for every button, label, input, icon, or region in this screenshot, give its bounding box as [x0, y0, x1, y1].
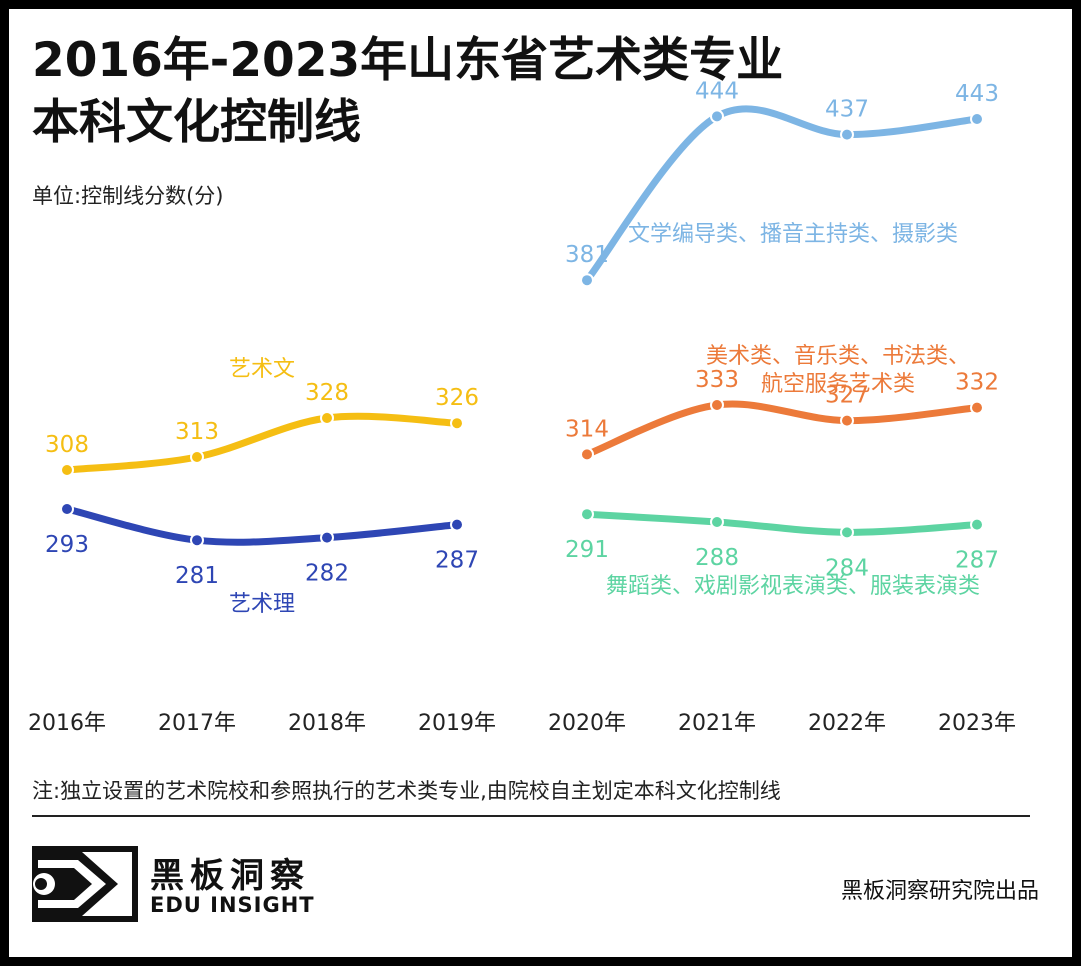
data-label-art_lit: 308	[45, 432, 89, 458]
data-label-art_lit: 313	[175, 419, 219, 445]
data-label-fine_art: 314	[565, 416, 609, 442]
data-point-art_lit	[320, 411, 334, 425]
data-point-dance	[840, 525, 854, 540]
data-label-art_sci: 293	[45, 532, 89, 558]
data-point-writing	[580, 273, 594, 288]
series-name-fine_art: 航空服务艺术类	[761, 372, 915, 397]
x-tick-label: 2019年	[418, 711, 496, 736]
data-point-art_sci	[320, 530, 334, 545]
data-point-fine_art	[970, 400, 984, 415]
data-point-fine_art	[840, 413, 854, 428]
data-label-writing: 381	[565, 242, 609, 268]
publisher-credit: 黑板洞察研究院出品	[840, 879, 1039, 904]
x-tick-label: 2021年	[678, 711, 756, 736]
data-label-art_sci: 281	[175, 563, 219, 589]
x-tick-label: 2020年	[548, 711, 626, 736]
series-line-dance	[583, 510, 981, 536]
card	[9, 9, 1072, 957]
data-point-dance	[970, 517, 984, 532]
chart-title: 2016年-2023年山东省艺术类专业 本科文化控制线	[32, 30, 783, 154]
data-point-art_sci	[190, 533, 204, 548]
data-label-fine_art: 327	[825, 383, 869, 409]
series-name-art_sci: 艺术理	[229, 592, 295, 617]
line-chart: 2016年 2017年 2018年 2019年 2020年 2021年 2022年 2023年…	[28, 78, 1016, 736]
data-point-art_sci	[450, 517, 464, 532]
data-label-fine_art: 332	[955, 370, 999, 396]
data-label-art_lit: 326	[435, 385, 479, 411]
title-line-2: 本科文化控制线	[32, 95, 361, 150]
brand-name-en: EDU INSIGHT	[150, 893, 315, 917]
data-point-art_lit	[450, 416, 464, 431]
x-tick-label: 2017年	[158, 711, 236, 736]
series-name-art_lit: 艺术文	[229, 357, 295, 382]
x-tick-label: 2023年	[938, 711, 1016, 736]
edu-insight-logo-icon	[32, 846, 138, 922]
data-point-writing	[970, 112, 984, 126]
data-point-fine_art	[710, 398, 724, 412]
series-line-fine_art	[583, 400, 981, 458]
data-label-dance: 287	[955, 548, 999, 574]
x-tick-label: 2022年	[808, 711, 886, 736]
data-point-dance	[710, 515, 724, 529]
series-line-art_lit	[63, 412, 461, 474]
data-label-fine_art: 333	[695, 367, 739, 393]
x-tick-label: 2018年	[288, 711, 366, 736]
series-name-fine_art: 美术类、音乐类、书法类、	[706, 344, 970, 369]
series-name-dance: 舞蹈类、戏剧影视表演类、服装表演类	[606, 574, 980, 599]
series-name-writing: 文学编导类、播音主持类、摄影类	[628, 222, 958, 247]
brand-name-cn: 黑板洞察	[150, 856, 310, 896]
data-point-art_lit	[60, 463, 74, 477]
data-label-art_sci: 282	[305, 561, 349, 587]
data-label-dance: 291	[565, 537, 609, 563]
data-label-writing: 443	[955, 81, 999, 107]
data-label-art_sci: 287	[435, 548, 479, 574]
data-label-dance: 284	[825, 555, 869, 581]
series-line-art_sci	[63, 505, 461, 546]
data-point-art_lit	[190, 450, 204, 464]
footnote: 注:独立设置的艺术院校和参照执行的艺术类专业,由院校自主划定本科文化控制线	[32, 779, 781, 803]
x-tick-label: 2016年	[28, 711, 106, 736]
data-point-fine_art	[580, 447, 594, 462]
title-line-1: 2016年-2023年山东省艺术类专业	[32, 33, 784, 88]
data-label-art_lit: 328	[305, 380, 349, 406]
footer-divider	[32, 815, 1030, 817]
data-point-writing	[840, 127, 854, 142]
data-label-writing: 444	[695, 78, 739, 104]
unit-label: 单位:控制线分数(分)	[32, 184, 224, 208]
data-point-dance	[580, 507, 594, 522]
data-point-writing	[710, 109, 724, 124]
data-label-dance: 288	[695, 545, 739, 571]
series-line-writing	[583, 105, 981, 284]
data-point-art_sci	[60, 502, 74, 516]
data-label-writing: 437	[825, 97, 869, 123]
